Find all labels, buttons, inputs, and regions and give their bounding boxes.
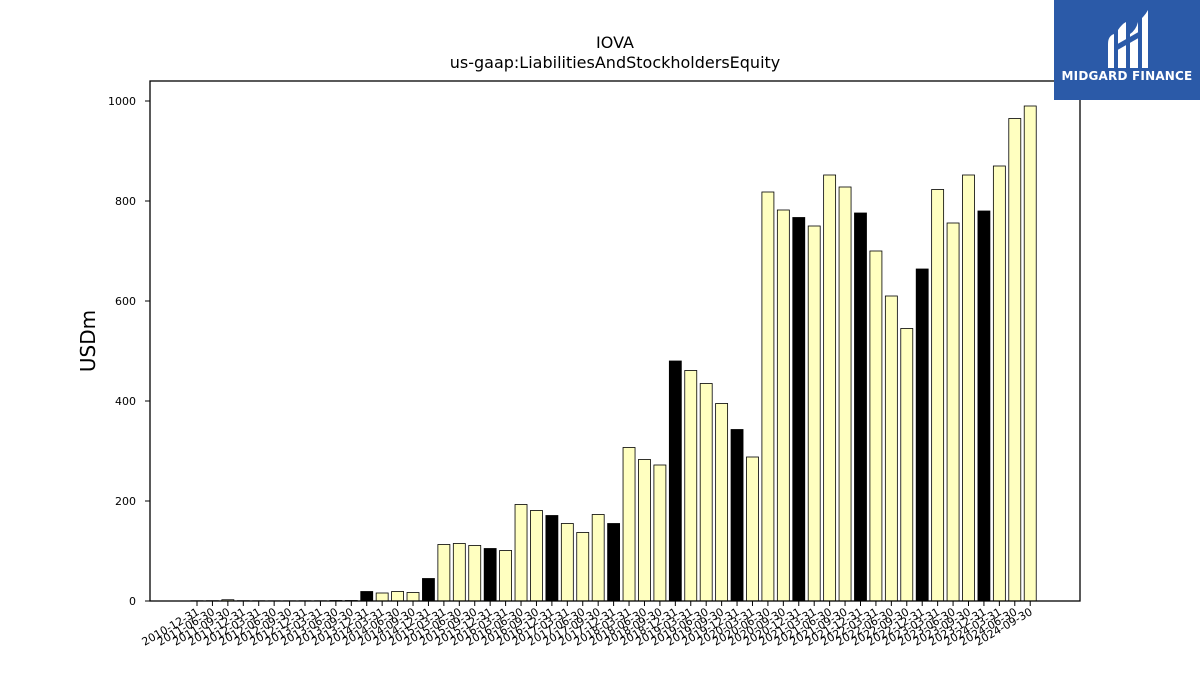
bar-2016-12-31 xyxy=(545,515,559,602)
bar-2015-03-31 xyxy=(437,544,451,602)
bar-2019-09-30 xyxy=(715,403,729,602)
bar-2023-12-31 xyxy=(977,210,991,602)
chart-subtitle: us-gaap:LiabilitiesAndStockholdersEquity xyxy=(450,53,781,72)
bar-2018-03-31 xyxy=(622,447,636,602)
bar-2016-09-30 xyxy=(530,510,543,602)
bar-2024-03-31 xyxy=(992,165,1006,602)
bar-2021-09-30 xyxy=(838,186,852,602)
bar-2015-09-30 xyxy=(468,545,482,602)
bar-2020-03-31 xyxy=(746,456,759,602)
plot-frame xyxy=(149,80,1081,602)
bar-2021-03-31 xyxy=(807,225,821,602)
bar-2018-06-30 xyxy=(638,459,651,602)
bar-2019-06-30 xyxy=(699,383,713,602)
bar-2013-12-31 xyxy=(360,591,374,602)
bar-2019-12-31 xyxy=(730,429,744,602)
bar-2017-09-30 xyxy=(591,514,605,602)
bar-2015-06-30 xyxy=(452,543,466,602)
bar-2022-09-30 xyxy=(900,328,914,602)
bar-2023-09-30 xyxy=(962,174,975,602)
y-tick-label: 400 xyxy=(115,395,136,408)
bar-2020-12-31 xyxy=(792,217,806,602)
brand-name: MIDGARD FINANCE xyxy=(1061,69,1193,83)
bar-2022-06-30 xyxy=(884,295,898,602)
bar-2017-12-31 xyxy=(607,523,621,602)
bar-2016-06-30 xyxy=(514,504,528,602)
y-axis-label: USDm xyxy=(76,310,100,372)
y-tick-label: 800 xyxy=(115,195,136,208)
bar-2014-09-30 xyxy=(406,592,420,602)
bar-2017-03-31 xyxy=(560,523,574,602)
bar-2020-06-30 xyxy=(761,191,775,602)
bar-2022-12-31 xyxy=(915,268,929,602)
bar-2018-09-30 xyxy=(653,464,667,602)
brand-logo: MIDGARD FINANCE xyxy=(1054,0,1200,100)
y-tick-label: 600 xyxy=(115,295,136,308)
bar-2014-03-31 xyxy=(375,592,389,602)
bar-2024-09-30 xyxy=(1023,105,1037,602)
y-tick-label: 0 xyxy=(129,595,136,608)
bar-2022-03-31 xyxy=(869,250,883,602)
bar-2020-09-30 xyxy=(776,209,790,602)
y-axis: 0 200 400 600 800 1000 xyxy=(108,95,150,608)
bar-2023-03-31 xyxy=(931,189,945,602)
bar-2021-12-31 xyxy=(854,212,867,602)
y-tick-label: 200 xyxy=(115,495,136,508)
bar-2014-06-30 xyxy=(391,591,404,602)
bar-2021-06-30 xyxy=(823,174,837,602)
brand-mark-icon xyxy=(1108,10,1148,68)
bar-2017-06-30 xyxy=(576,532,590,602)
chart-title: IOVA xyxy=(596,33,634,52)
x-axis: 2010-12-312011-06-302011-09-302011-12-31… xyxy=(140,601,1035,649)
bar-2024-06-30 xyxy=(1008,118,1022,602)
bars-group xyxy=(190,105,1037,602)
bar-2018-12-31 xyxy=(668,360,682,602)
bar-2014-12-31 xyxy=(422,578,435,602)
bar-2023-06-30 xyxy=(946,222,960,602)
y-tick-label: 1000 xyxy=(108,95,136,108)
bar-2016-03-31 xyxy=(499,550,513,602)
bar-2015-12-31 xyxy=(483,548,497,602)
bar-2019-03-31 xyxy=(684,370,698,602)
